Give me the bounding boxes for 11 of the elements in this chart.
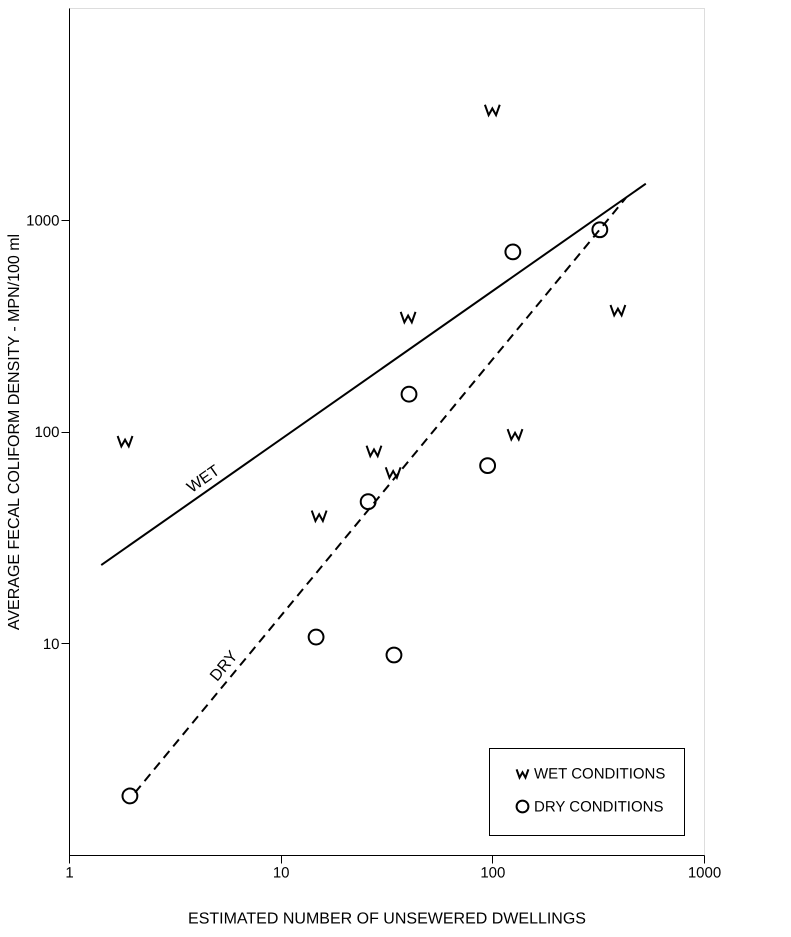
legend-label: WET CONDITIONS [534,766,666,782]
x-tick-label: 1 [65,864,74,882]
y-tick-label: 1000 [26,212,60,230]
legend-label: DRY CONDITIONS [534,798,664,816]
y-axis-title: AVERAGE FECAL COLIFORM DENSITY - MPN/100 ml [6,234,24,630]
x-tick-label: 10 [272,864,290,882]
x-tick-label: 1000 [688,864,722,882]
y-tick-label: 100 [34,424,60,441]
x-tick-label: 100 [480,864,506,882]
y-tick-label: 10 [42,636,60,653]
x-axis-title: ESTIMATED NUMBER OF UNSEWERED DWELLINGS [188,910,586,928]
